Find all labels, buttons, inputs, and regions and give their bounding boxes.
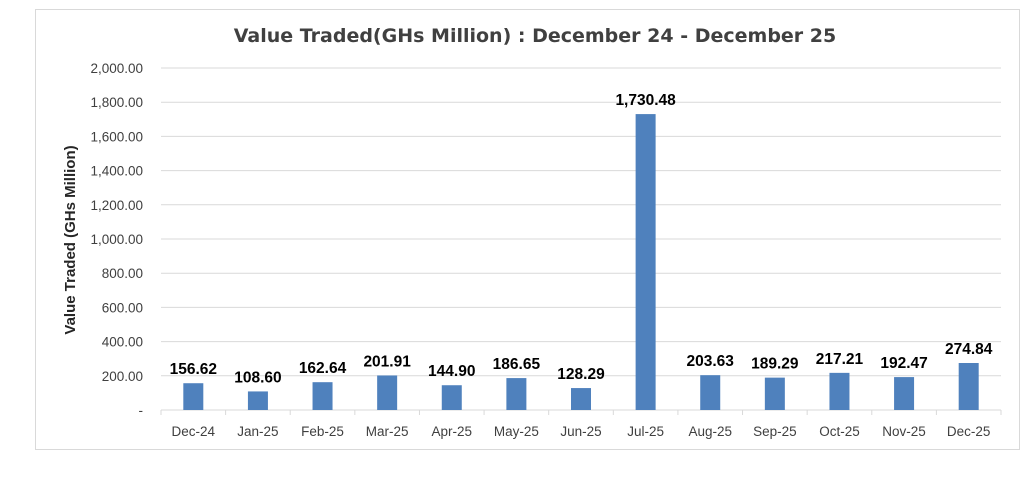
x-tick-label: Jan-25 [237,424,278,439]
y-tick-label: 200.00 [102,369,143,384]
x-tick-label: Nov-25 [882,424,926,439]
data-label: 274.84 [945,341,993,358]
y-tick-label: 1,200.00 [90,198,143,213]
x-tick-label: Oct-25 [819,424,860,439]
data-label: 217.21 [816,351,864,368]
x-tick-label: May-25 [494,424,539,439]
x-tick-label: Mar-25 [366,424,409,439]
bar [571,388,591,410]
y-tick-label: 1,800.00 [90,95,143,110]
data-label: 156.62 [170,361,217,378]
y-axis-label: Value Traded (GHs Million) [62,145,79,334]
x-tick-label: Feb-25 [301,424,344,439]
bar [829,372,850,410]
data-label: 201.91 [363,353,411,370]
data-label: 128.29 [557,366,605,383]
x-tick-label: Apr-25 [432,424,473,439]
y-tick-label: 400.00 [102,335,143,350]
data-label: 203.63 [687,353,735,370]
data-label: 108.60 [234,369,281,386]
data-labels: 156.62 108.60 162.64 201.91 144.90 186.65 128.… [170,92,993,386]
x-tick-label: Jun-25 [560,424,601,439]
x-tick-label: Jul-25 [627,424,664,439]
y-tick-label: 800.00 [102,266,143,281]
data-label: 186.65 [493,356,541,373]
data-label: 192.47 [880,355,927,372]
chart-frame [35,9,1020,450]
x-axis [160,409,1002,415]
y-tick-label: 1,000.00 [90,232,143,247]
y-tick-label: - [139,403,144,418]
bar [635,114,656,410]
x-tick-label: Sep-25 [753,424,797,439]
y-tick-label: 1,600.00 [90,129,143,144]
data-label: 144.90 [428,363,475,380]
bar [700,375,721,410]
x-axis-tick-labels: Dec-24 Jan-25 Feb-25 Mar-25 Apr-25 May-25 Jun-… [172,424,991,439]
bar [764,377,785,410]
bar [958,363,979,410]
bars [183,114,979,410]
y-tick-label: 600.00 [102,300,143,315]
y-tick-label: 1,400.00 [90,164,143,179]
bar [894,377,915,410]
bar [506,378,527,410]
data-label: 189.29 [751,356,799,373]
x-tick-label: Dec-25 [947,424,991,439]
bar [183,383,204,410]
x-tick-label: Aug-25 [688,424,732,439]
data-label: 162.64 [299,360,347,377]
chart-title: Value Traded(GHs Million) : December 24 … [234,25,836,47]
bar [441,385,462,410]
x-tick-label: Dec-24 [172,424,216,439]
bar [312,382,333,410]
bar [377,375,398,410]
y-tick-label: 2,000.00 [90,61,143,76]
gridlines [161,67,1001,377]
y-axis-ticks: - 200.00 400.00 600.00 800.00 1,000.00 1,200.0… [90,61,143,418]
data-label: 1,730.48 [615,92,676,109]
bar [247,391,268,410]
